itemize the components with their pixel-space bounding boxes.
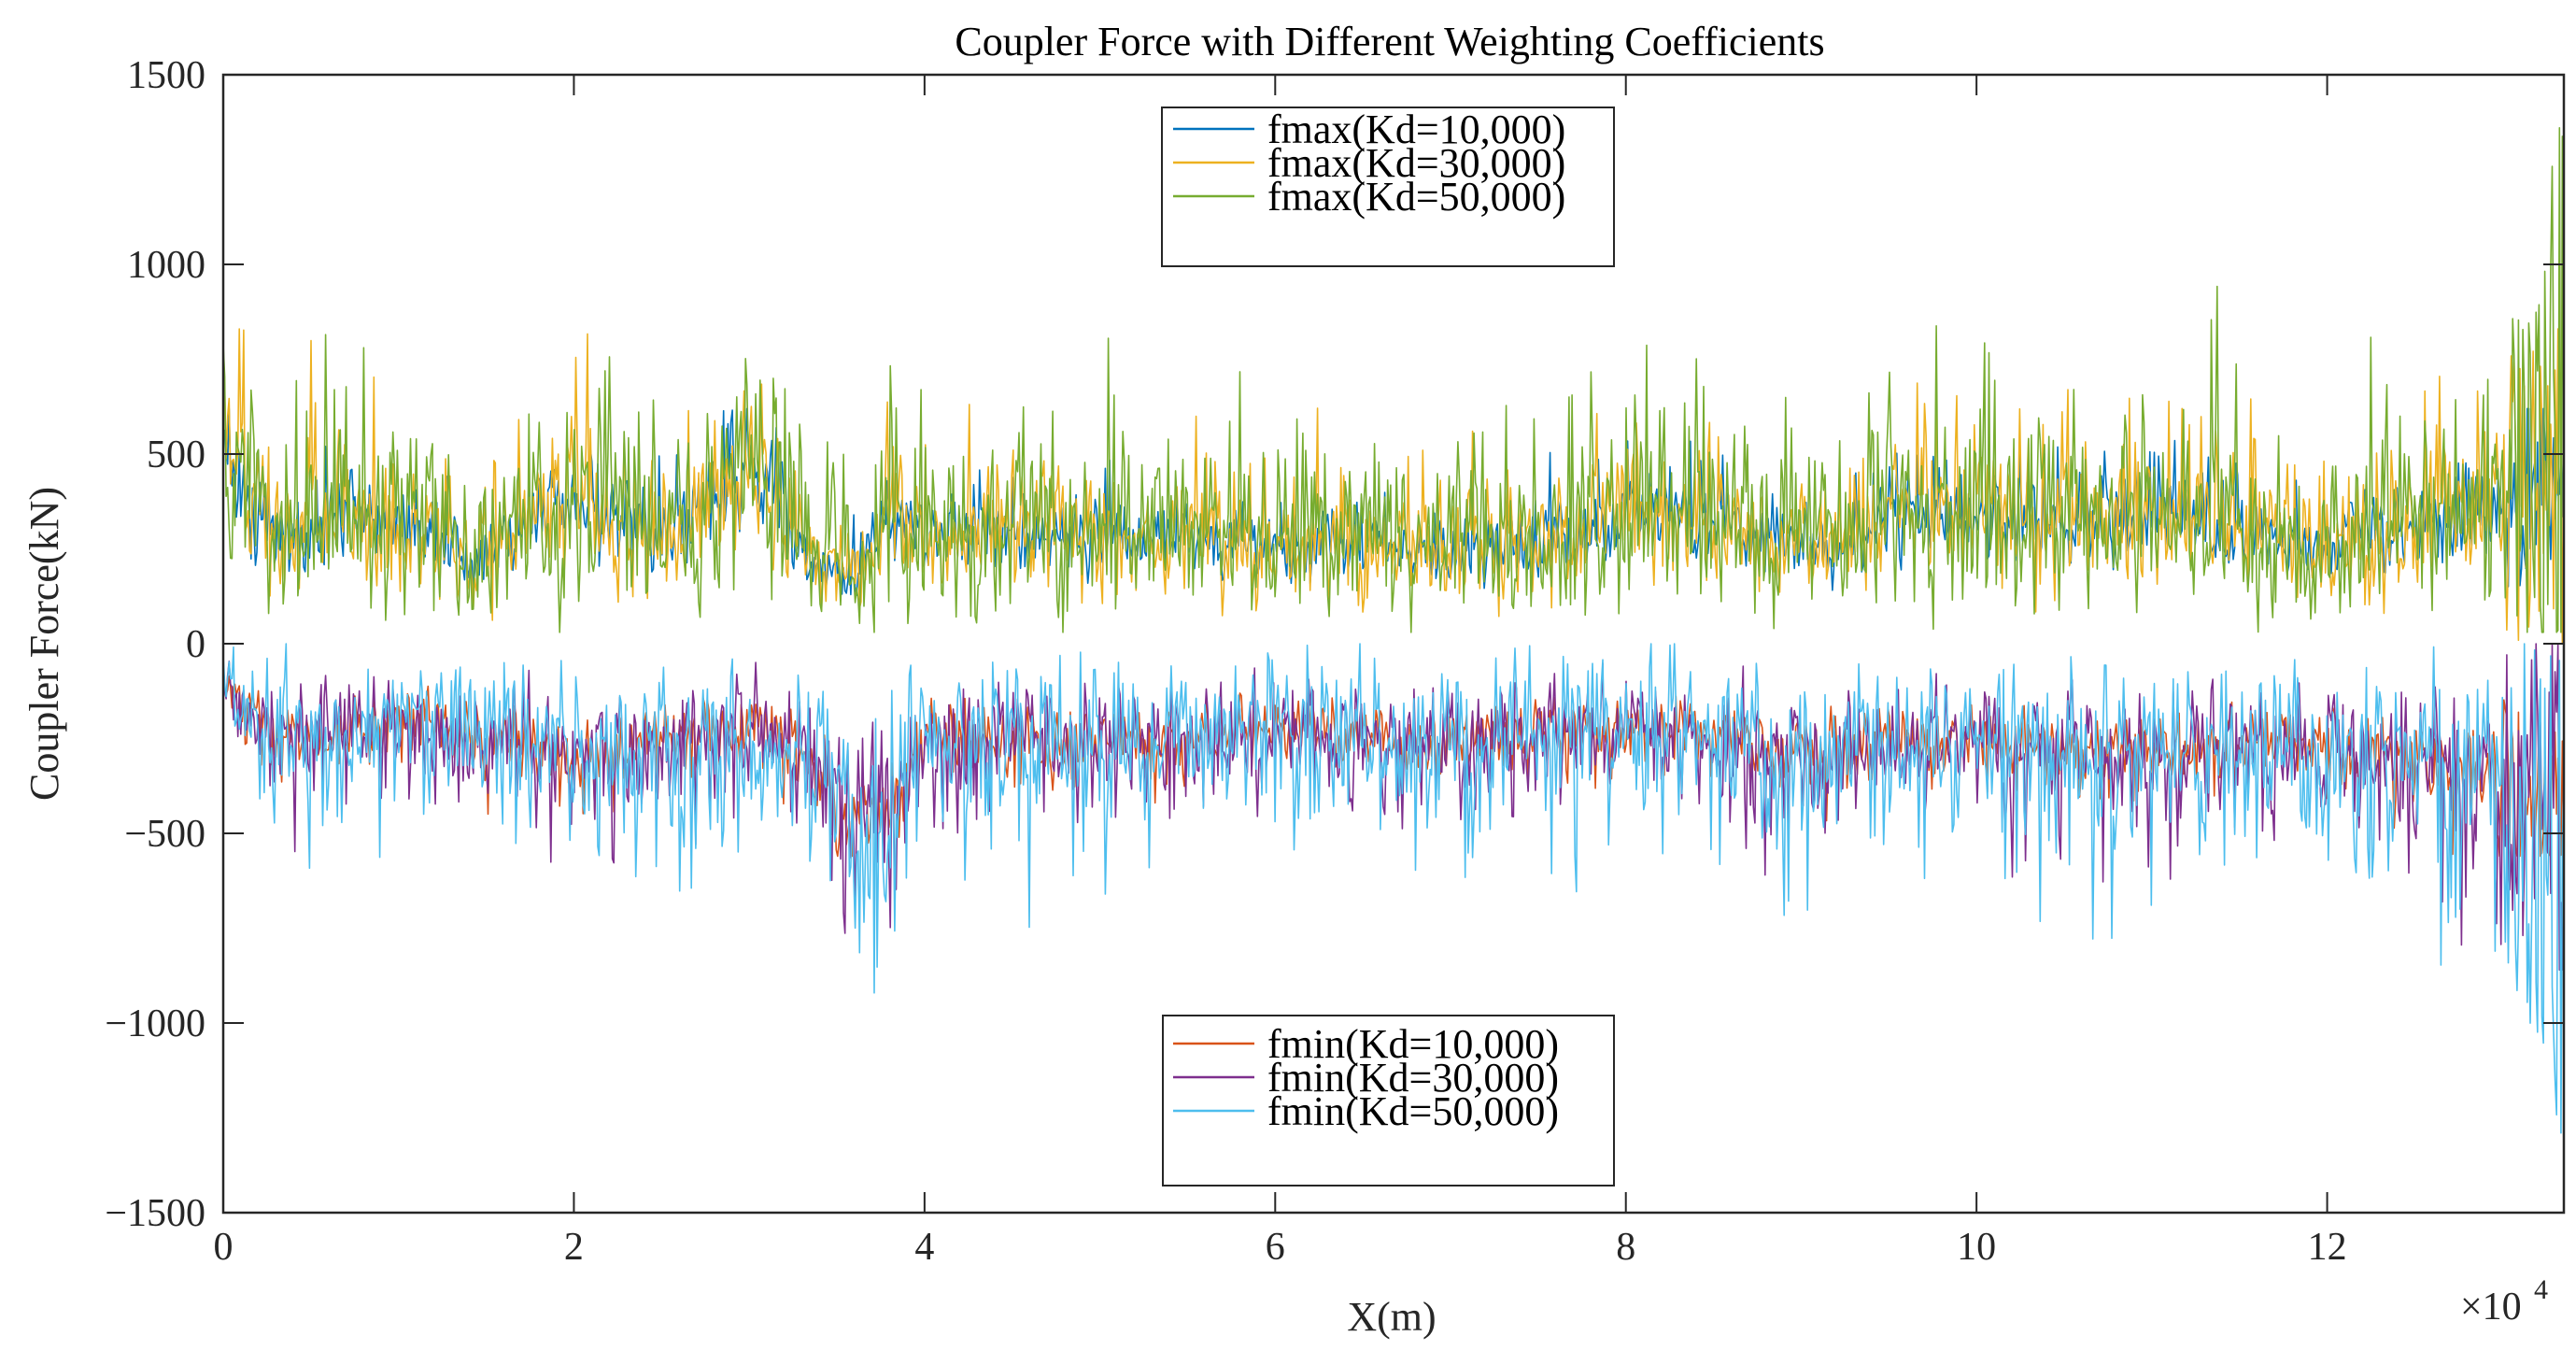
x-tick-label: 6 (1266, 1226, 1285, 1269)
x-tick-label: 10 (1957, 1226, 1996, 1269)
legend-entry: fmin(Kd=50,000) (1267, 1088, 1559, 1134)
x-tick-labels: 0 2 4 6 8 10 12 (214, 1226, 2347, 1269)
legend-entry: fmin(Kd=30,000) (1267, 1055, 1559, 1101)
y-axis-label: Coupler Force(kN) (21, 487, 67, 801)
x-exponent-power: 4 (2534, 1274, 2548, 1305)
legend-fmax: fmax(Kd=10,000)fmax(Kd=30,000)fmax(Kd=50… (1161, 107, 1615, 267)
y-tick-label: 500 (147, 433, 205, 476)
legend-fmin: fmin(Kd=10,000)fmin(Kd=30,000)fmin(Kd=50… (1162, 1015, 1615, 1187)
legend-entry: fmax(Kd=30,000) (1267, 140, 1565, 186)
series-line (222, 127, 2565, 633)
y-tick-label: −1000 (105, 1002, 205, 1045)
x-tick-label: 2 (564, 1226, 584, 1269)
x-tick-label: 4 (914, 1226, 934, 1269)
legend-entry: fmin(Kd=10,000) (1267, 1021, 1559, 1067)
ticks-layer (222, 74, 2564, 1214)
x-tick-label: 12 (2308, 1226, 2347, 1269)
y-tick-label: 1000 (127, 244, 205, 287)
series-layer (222, 127, 2565, 1134)
legend-fmax-box (1161, 107, 1615, 267)
x-exponent-base: ×10 (2460, 1286, 2522, 1329)
y-tick-label: 0 (186, 623, 205, 666)
series-line (222, 643, 2565, 1134)
legend-entry: fmax(Kd=50,000) (1267, 174, 1565, 220)
x-axis-exponent: ×10 4 (2460, 1274, 2548, 1329)
y-tick-label: −500 (124, 813, 205, 856)
y-tick-labels: 1500 1000 500 0 −500 −1000 −1500 (105, 54, 205, 1235)
x-axis-label: X(m) (1347, 1294, 1436, 1340)
x-tick-label: 0 (214, 1226, 234, 1269)
y-tick-label: 1500 (127, 54, 205, 97)
series-line (222, 328, 2565, 645)
y-tick-label: −1500 (105, 1192, 205, 1235)
x-tick-label: 8 (1616, 1226, 1635, 1269)
legend-entry: fmax(Kd=10,000) (1267, 107, 1565, 152)
chart-title: Coupler Force with Different Weighting C… (955, 19, 1824, 64)
